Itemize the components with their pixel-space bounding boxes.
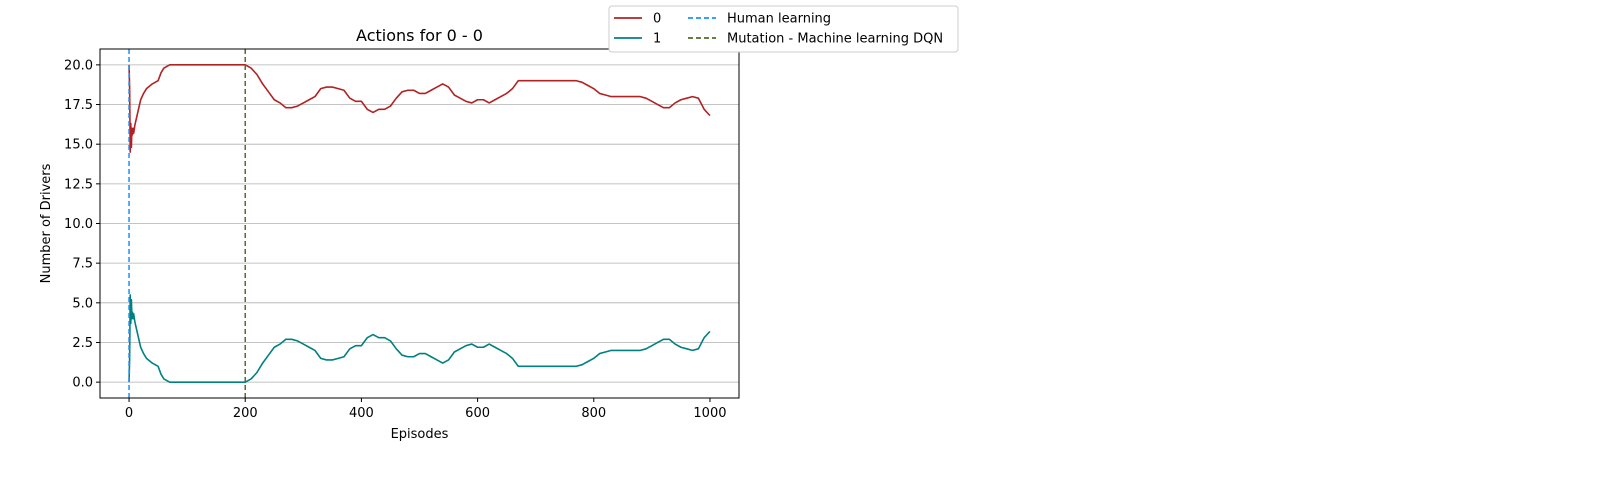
- chart-title: Actions for 0 - 0: [356, 26, 483, 45]
- x-tick-label: 0: [125, 406, 133, 421]
- y-axis-label: Number of Drivers: [39, 163, 54, 283]
- x-tick-label: 400: [349, 406, 374, 421]
- ticks-layer: 0.0 2.5 5.0 7.5 10.0 12.5 15.0 17.5 20.0 0 200 400 6…: [64, 58, 726, 421]
- y-tick-label: 17.5: [64, 98, 93, 113]
- x-tick-label: 200: [233, 406, 258, 421]
- x-axis-label: Episodes: [391, 427, 449, 442]
- y-tick-label: 15.0: [64, 138, 93, 153]
- y-tick-label: 2.5: [72, 336, 93, 351]
- series-layer: [128, 64, 711, 383]
- legend-label-2: 1: [653, 32, 661, 47]
- legend-label-4: Mutation - Machine learning DQN: [727, 32, 943, 47]
- y-tick-label: 7.5: [72, 257, 93, 272]
- legend: 0 1 Human learning Mutation - Machine learn…: [608, 5, 959, 53]
- vline-layer: [128, 49, 246, 398]
- y-tick-label: 5.0: [72, 296, 93, 311]
- series-line-0: [128, 64, 711, 153]
- y-tick-label: 20.0: [64, 58, 93, 73]
- legend-label-3: Human learning: [727, 12, 831, 27]
- x-tick-label: 600: [465, 406, 490, 421]
- y-tick-label: 12.5: [64, 177, 93, 192]
- y-tick-label: 10.0: [64, 217, 93, 232]
- x-tick-label: 800: [581, 406, 606, 421]
- series-line-1: [128, 294, 711, 383]
- x-tick-label: 1000: [693, 406, 726, 421]
- legend-label-1: 0: [653, 12, 661, 27]
- grid-layer: [100, 64, 739, 383]
- y-tick-label: 0.0: [72, 376, 93, 391]
